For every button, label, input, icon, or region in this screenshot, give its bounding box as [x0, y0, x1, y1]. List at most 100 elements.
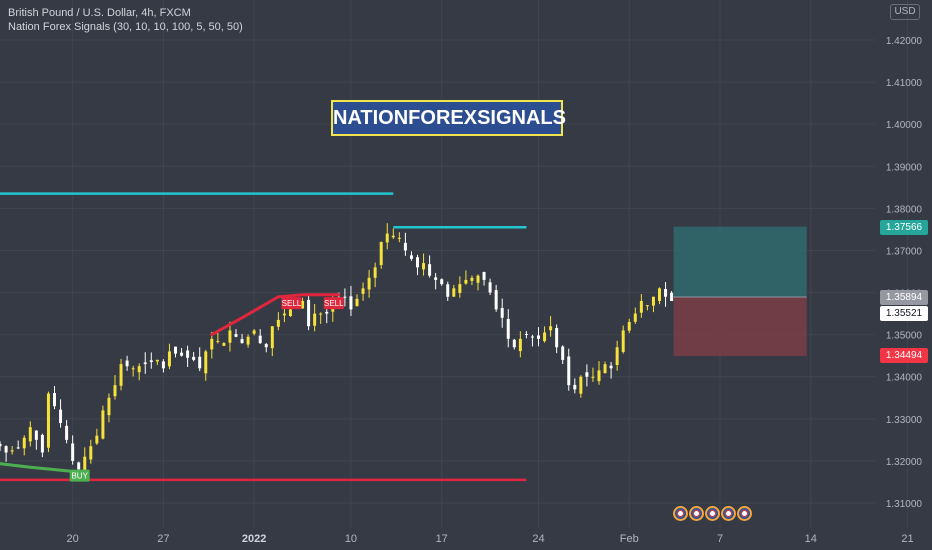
- candle-body: [325, 311, 329, 314]
- candle-body: [567, 356, 571, 386]
- candle-body: [597, 370, 601, 382]
- symbol-title[interactable]: British Pound / U.S. Dollar, 4h, FXCM: [8, 7, 191, 19]
- candle-body: [313, 313, 317, 326]
- candle-body: [174, 346, 177, 354]
- candle-body: [252, 330, 256, 334]
- candle-body: [222, 343, 226, 346]
- candle-body: [494, 290, 498, 310]
- x-axis-tick-label: 10: [345, 533, 357, 545]
- candle-body: [458, 284, 462, 293]
- event-flag-icon[interactable]: [705, 506, 720, 521]
- candle-body: [40, 434, 44, 453]
- candle-body: [89, 446, 93, 460]
- indicator-title[interactable]: Nation Forex Signals (30, 10, 10, 100, 5…: [8, 21, 243, 33]
- candle-body: [204, 351, 208, 374]
- candle-body: [440, 279, 444, 285]
- candle-body: [543, 332, 547, 342]
- candle-body: [355, 298, 359, 306]
- candle-body: [59, 409, 63, 424]
- candle-body: [288, 309, 292, 317]
- candle-body: [343, 296, 347, 298]
- candle-body: [379, 242, 383, 265]
- candle-body: [276, 319, 280, 327]
- stop-loss-zone: [673, 297, 807, 356]
- candle-body: [16, 447, 20, 449]
- event-flag-icon[interactable]: [721, 506, 736, 521]
- candle-body: [658, 288, 661, 301]
- last-price-tag: 1.35521: [880, 306, 928, 321]
- x-axis-tick-label: 21: [901, 533, 913, 545]
- y-axis-tick-label: 1.40000: [886, 120, 923, 131]
- candle-body: [28, 427, 32, 442]
- y-axis-tick-label: 1.37000: [886, 246, 923, 257]
- y-axis-tick-label: 1.39000: [886, 162, 923, 173]
- candle-body: [446, 284, 450, 297]
- candle-body: [143, 362, 147, 365]
- event-flag-icon[interactable]: [689, 506, 704, 521]
- candle-body: [470, 277, 474, 281]
- event-flag-icon[interactable]: [673, 506, 688, 521]
- candle-body: [524, 333, 528, 335]
- candle-body: [573, 384, 577, 390]
- x-axis-tick-label: 17: [436, 533, 448, 545]
- candle-body: [452, 288, 456, 297]
- candle-body: [240, 339, 244, 344]
- signal-label-text: BUY: [71, 472, 88, 481]
- candle-body: [627, 322, 631, 331]
- candle-body: [210, 338, 214, 350]
- candle-body: [434, 277, 438, 280]
- candle-body: [361, 288, 365, 294]
- currency-badge[interactable]: USD: [890, 4, 920, 20]
- candle-body: [65, 425, 69, 440]
- chart-legend: British Pound / U.S. Dollar, 4h, FXCM Na…: [8, 6, 243, 34]
- green-trend-curve: [0, 462, 75, 473]
- candle-body: [349, 296, 353, 310]
- candle-body: [198, 356, 202, 369]
- candle-body: [530, 336, 534, 338]
- candle-body: [301, 300, 305, 309]
- candle-body: [282, 313, 286, 316]
- candle-body: [585, 372, 589, 377]
- candle-body: [34, 430, 38, 440]
- candle-body: [119, 364, 123, 386]
- candle-body: [391, 235, 395, 238]
- candle-body: [518, 338, 522, 352]
- x-axis-tick-label: 24: [532, 533, 544, 545]
- candle-body: [512, 339, 516, 348]
- candle-body: [53, 393, 56, 407]
- candle-body: [506, 319, 510, 339]
- candle-body: [0, 443, 2, 447]
- take-profit-price-tag: 1.37566: [880, 220, 928, 235]
- candle-body: [422, 263, 426, 270]
- candle-body: [428, 264, 432, 276]
- stop-loss-price-tag: 1.34494: [880, 348, 928, 363]
- candle-body: [258, 335, 262, 344]
- candle-body: [367, 277, 371, 290]
- signal-label-text: SELL: [282, 299, 302, 308]
- candle-body: [4, 446, 8, 453]
- candle-body: [609, 365, 613, 369]
- candle-body: [633, 313, 637, 322]
- y-axis-tick-label: 1.34000: [886, 373, 923, 384]
- candle-body: [264, 344, 268, 348]
- candle-body: [561, 346, 565, 360]
- signal-label-box: [281, 297, 302, 310]
- candle-body: [500, 308, 504, 318]
- candle-body: [615, 347, 619, 365]
- candle-body: [234, 334, 238, 337]
- candle-body: [621, 330, 625, 352]
- candle-body: [476, 275, 480, 283]
- candle-body: [579, 376, 583, 394]
- event-flag-icon[interactable]: [737, 506, 752, 521]
- x-axis-tick-label: Feb: [620, 533, 639, 545]
- candle-body: [107, 397, 111, 416]
- candle-body: [549, 326, 553, 331]
- candle-body: [488, 282, 492, 293]
- candle-body: [149, 360, 153, 362]
- y-axis-tick-label: 1.41000: [886, 78, 923, 89]
- candle-body: [307, 299, 311, 327]
- candle-body: [180, 352, 184, 356]
- candle-body: [186, 350, 190, 358]
- candle-body: [397, 237, 401, 239]
